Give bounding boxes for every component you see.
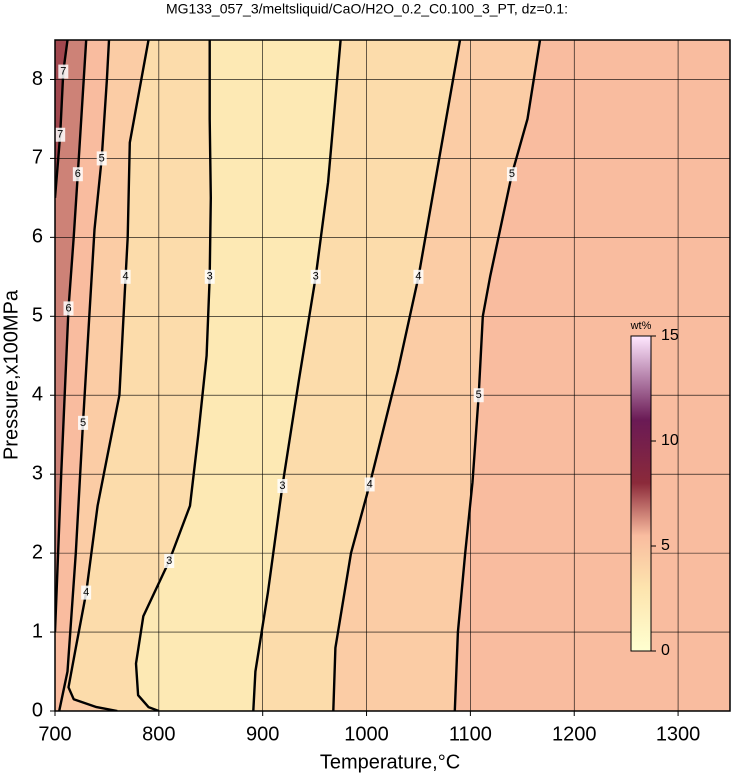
contour-label: 3: [313, 271, 319, 283]
y-tick-label: 5: [32, 305, 43, 327]
contour-label: 7: [60, 65, 66, 77]
x-axis-label: Temperature,°C: [320, 751, 460, 773]
contour-label: 4: [415, 271, 421, 283]
plot-frame: [54, 39, 731, 712]
contour-label: 3: [279, 480, 285, 492]
contour-label: 5: [80, 417, 86, 429]
x-tick-label: 1000: [344, 723, 389, 745]
contour-label: 5: [509, 168, 515, 180]
contour-line: [67, 40, 150, 711]
y-tick-label: 6: [32, 226, 43, 248]
contour-fill: [454, 40, 730, 711]
y-tick-label: 1: [32, 620, 43, 642]
x-tick-label: 700: [38, 723, 71, 745]
contour-label: 3: [207, 271, 213, 283]
x-tick-label: 900: [246, 723, 279, 745]
contour-lines: [55, 40, 542, 711]
colorbar: [630, 335, 652, 652]
contour-fills: [55, 40, 730, 711]
colorbar-label: wt%: [630, 320, 652, 332]
contour-label: 4: [83, 586, 89, 598]
contour-fill: [55, 40, 87, 633]
contour-label: 3: [166, 555, 172, 567]
contour-line: [58, 40, 111, 711]
contour-line: [55, 40, 88, 633]
contour-label: 4: [123, 271, 129, 283]
y-tick-label: 0: [32, 699, 43, 721]
y-tick-label: 2: [32, 541, 43, 563]
x-tick-label: 1100: [449, 723, 492, 745]
y-tick-label: 8: [32, 68, 43, 90]
contour-label: 6: [65, 302, 71, 314]
chart-title: MG133_057_3/meltsliquid/CaO/H2O_0.2_C0.1…: [166, 1, 568, 17]
colorbar-tick-label: 5: [661, 537, 670, 554]
x-tick-label: 800: [142, 723, 175, 745]
y-axis-label: Pressure,x100MPa: [0, 289, 22, 460]
contour-label: 4: [367, 478, 373, 490]
y-tick-label: 7: [32, 147, 43, 169]
x-tick-label: 1200: [552, 723, 597, 745]
contour-labels: 3 3 3 3 4 4 4 4 5 5 5 5 6 6 7 7: [55, 64, 517, 600]
contour-label: 7: [57, 129, 63, 141]
contour-line: [55, 40, 69, 198]
contour-line: [332, 40, 462, 711]
contour-line: [134, 40, 212, 711]
colorbar-tick-label: 0: [661, 642, 670, 659]
x-tick-label: 1300: [656, 723, 701, 745]
y-tick-label: 4: [32, 384, 43, 406]
y-tick-label: 3: [32, 462, 43, 484]
contour-line: [453, 40, 542, 711]
contour-label: 5: [99, 152, 105, 164]
contour-label: 5: [476, 389, 482, 401]
contour-line: [252, 40, 342, 711]
colorbar-tick-label: 15: [661, 327, 679, 344]
colorbar-tick-label: 10: [661, 432, 679, 449]
contour-label: 6: [75, 168, 81, 180]
